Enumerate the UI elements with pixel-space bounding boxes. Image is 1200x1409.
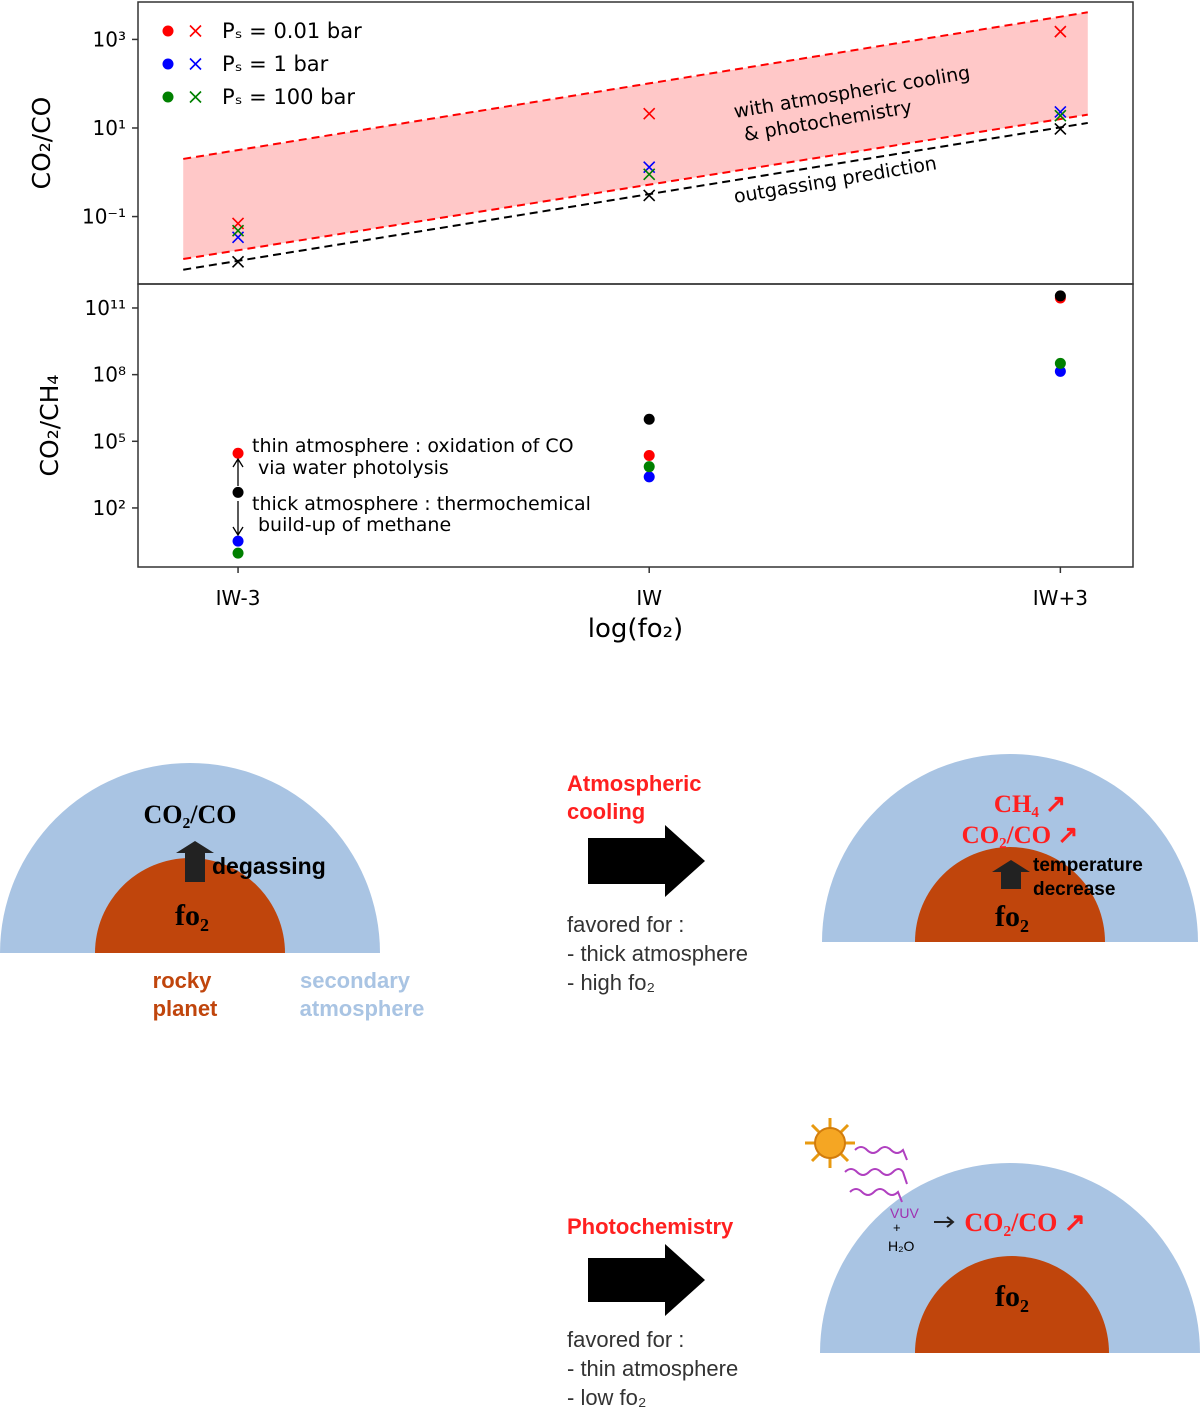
core-label: fo₂ (995, 900, 1029, 933)
favored-text: - thin atmosphere (567, 1356, 738, 1381)
legend-cross (189, 57, 202, 71)
y-axis-label: CO₂/CH₄ (35, 375, 64, 477)
product-label: CH₄ ↗ (994, 791, 1066, 818)
annotation: via water photolysis (258, 457, 449, 479)
cross (1054, 122, 1067, 136)
reaction-arrow (934, 1216, 955, 1228)
planet (95, 858, 285, 953)
cross (231, 224, 245, 237)
line (183, 121, 1088, 271)
ratio-label: CO₂/CO (143, 800, 236, 829)
process-title: Atmospheric (567, 771, 701, 796)
y-tick-label: 10¹ (93, 116, 126, 140)
dot (643, 413, 655, 425)
cross (231, 255, 245, 268)
dot (643, 449, 655, 461)
legend-dot (162, 25, 174, 37)
process-label: temperature (1033, 855, 1143, 876)
core-label: fo₂ (995, 1280, 1029, 1313)
dot (232, 547, 244, 559)
planet-label: rocky (153, 968, 212, 993)
dot (643, 471, 655, 483)
cross (643, 189, 656, 202)
process-label: degassing (212, 853, 326, 879)
cross (1054, 25, 1067, 38)
chart-panel: 10² 10⁵ 10⁸ 10¹¹ IW-3 IW IW+3 log(fo₂) CO₂/CH₄ th… (35, 283, 1134, 644)
favored-text: - low fo₂ (567, 1385, 646, 1409)
diagrams: CO₂/CO degassing fo₂ rocky planet second… (0, 754, 1200, 1409)
cross (643, 168, 656, 181)
planet (915, 847, 1105, 942)
process-arrow (588, 1244, 705, 1316)
legend-dot (162, 91, 174, 103)
cross (643, 107, 656, 120)
dot (232, 447, 244, 459)
reactant-label: VUV (890, 1205, 919, 1221)
y-tick-label: 10² (93, 496, 126, 520)
process-arrow (588, 825, 705, 897)
favored-text: favored for : (567, 912, 684, 937)
atmosphere-label: atmosphere (300, 996, 425, 1021)
annotation: thick atmosphere : thermochemical (252, 493, 591, 515)
favored-text: - high fo₂ (567, 970, 655, 995)
atmosphere-label: secondary (300, 968, 411, 993)
legend-label: Pₛ = 1 bar (222, 52, 329, 76)
vuv-waves (844, 1146, 908, 1203)
band (183, 12, 1088, 260)
reactant-label: + (893, 1220, 901, 1235)
dot (643, 461, 655, 473)
core-label: fo₂ (175, 899, 209, 932)
x-tick-label: IW (636, 586, 662, 610)
cross (1054, 109, 1067, 122)
y-tick-label: 10⁸ (93, 363, 126, 387)
legend-dot (162, 58, 174, 70)
dot (1054, 357, 1066, 369)
process-title: Photochemistry (567, 1214, 734, 1239)
annotation-arrow (232, 457, 244, 486)
legend-label: Pₛ = 0.01 bar (222, 19, 362, 43)
dot (232, 535, 244, 547)
x-axis-label: log(fo₂) (588, 614, 683, 644)
band-edge (183, 11, 1088, 160)
annotation: build-up of methane (258, 514, 451, 536)
process-title: cooling (567, 799, 645, 824)
y-axis-label: CO₂/CO (27, 97, 56, 190)
legend-cross (189, 90, 202, 104)
process-label: decrease (1033, 879, 1115, 900)
sun (805, 1118, 855, 1168)
x-tick-label: IW-3 (216, 586, 261, 610)
favored-text: favored for : (567, 1327, 684, 1352)
band-edge (183, 113, 1088, 260)
cross (1054, 105, 1067, 119)
dot (1054, 365, 1066, 377)
planet-label: planet (153, 996, 218, 1021)
y-tick-label: 10⁵ (93, 429, 126, 453)
legend-label: Pₛ = 100 bar (222, 85, 355, 109)
plot-frame (137, 283, 1134, 568)
dot (1054, 290, 1066, 302)
dot (232, 486, 244, 498)
product-label: CO₂/CO ↗ (962, 822, 1079, 849)
up-arrow (992, 860, 1030, 889)
y-tick-label: 10¹¹ (85, 296, 126, 320)
up-arrow (176, 841, 214, 882)
legend-cross (189, 24, 202, 38)
reactant-label: H₂O (888, 1238, 915, 1254)
x-tick-label: IW+3 (1033, 586, 1088, 610)
planet (915, 1256, 1109, 1353)
annotation-arrow (232, 501, 244, 537)
y-tick-label: 10³ (93, 27, 126, 51)
y-tick-label: 10⁻¹ (82, 205, 126, 229)
annotation: thin atmosphere : oxidation of CO (252, 435, 574, 457)
product-label: CO₂/CO ↗ (964, 1208, 1085, 1237)
favored-text: - thick atmosphere (567, 941, 748, 966)
